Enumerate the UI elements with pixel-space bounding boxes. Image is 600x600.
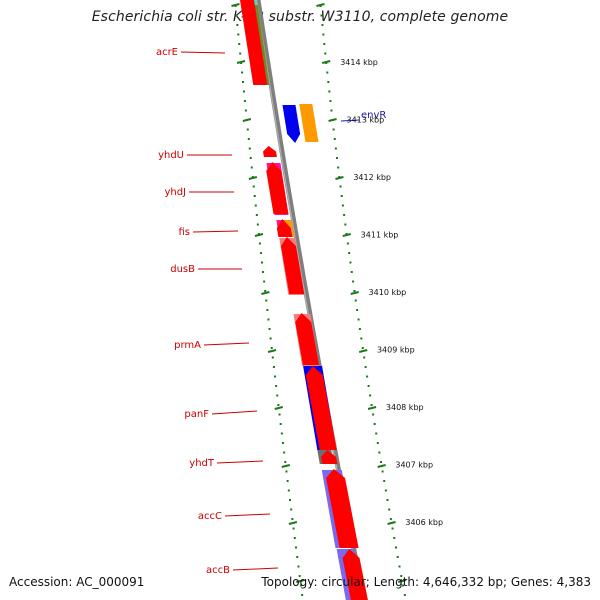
leader-line: [340, 119, 360, 122]
scale-label: 3413 kbp: [346, 116, 384, 125]
gene-label-prmA: prmA: [174, 340, 201, 351]
leader-line: [216, 460, 264, 464]
leader-line: [203, 342, 250, 346]
inner-major-tick: [274, 406, 283, 410]
gene-block: [326, 469, 359, 548]
outer-major-tick: [358, 349, 368, 353]
leader-line: [224, 513, 271, 517]
gene-label-fis: fis: [178, 227, 190, 238]
gene-block: [276, 219, 293, 237]
gene-block: [240, 0, 255, 5]
gene-label-dusB: dusB: [170, 264, 195, 275]
inner-major-tick: [231, 3, 240, 7]
scale-label: 3406 kbp: [405, 518, 443, 527]
gene-block: [263, 146, 277, 157]
scale-label: 3410 kbp: [369, 288, 407, 297]
outer-major-tick: [397, 579, 407, 583]
gene-label-yhdT: yhdT: [189, 458, 215, 469]
inner-major-tick: [267, 349, 277, 353]
outer-major-tick: [321, 60, 331, 64]
scale-label: 3412 kbp: [353, 173, 391, 182]
gene-label-accB: accB: [206, 565, 230, 576]
inner-major-tick: [242, 118, 252, 122]
scale-label: 3407 kbp: [395, 461, 433, 470]
outer-major-tick: [350, 291, 359, 295]
scale-label: 3408 kbp: [386, 403, 424, 412]
gene-label-accC: accC: [198, 511, 222, 522]
tick-layer: [231, 3, 407, 596]
map-title: Escherichia coli str. K-12 substr. W3110…: [91, 9, 509, 25]
gene-block: [299, 104, 319, 142]
gene-label-acrE: acrE: [156, 47, 178, 58]
gene-label-yhdU: yhdU: [158, 150, 184, 161]
outer-major-tick: [342, 233, 351, 237]
gene-label-envR: envR: [361, 110, 386, 121]
outer-major-tick: [387, 521, 396, 525]
gene-label-panF: panF: [184, 409, 209, 420]
leader-line: [192, 230, 239, 233]
inner-major-tick: [261, 291, 270, 295]
scale-label: 3409 kbp: [377, 346, 415, 355]
gene-label-yhdJ: yhdJ: [164, 187, 186, 198]
gene-block: [240, 5, 268, 85]
gene-block: [295, 313, 319, 365]
gene-block: [321, 450, 338, 464]
gene-block: [266, 162, 289, 214]
gene-block: [305, 366, 337, 450]
inner-major-tick: [236, 60, 246, 64]
label-layer: 3414 kbp 3413 kbp 3412 kbp 3411 kbp 3410 kbp…: [156, 47, 443, 576]
scale-label: 3411 kbp: [361, 231, 399, 240]
inner-major-tick: [281, 464, 291, 468]
inner-major-tick: [248, 176, 258, 180]
gene-block: [280, 237, 305, 294]
leader-line: [180, 51, 226, 54]
accession-text: Accession: AC_000091: [9, 575, 145, 589]
scale-label: 3414 kbp: [340, 58, 378, 67]
outer-major-tick: [335, 176, 344, 180]
inner-major-tick: [254, 233, 264, 237]
gene-block: [282, 105, 301, 143]
outer-major-tick: [377, 464, 386, 468]
outer-major-tick: [328, 118, 337, 122]
leader-line: [211, 410, 258, 415]
gene-block: [342, 549, 368, 600]
leader-line: [232, 567, 279, 571]
feature-layer: [240, 0, 368, 600]
summary-text: Topology: circular; Length: 4,646,332 bp…: [261, 575, 591, 589]
inner-major-tick: [288, 521, 298, 525]
outer-major-tick: [367, 406, 377, 410]
inner-major-tick: [296, 579, 305, 583]
outer-major-tick: [316, 3, 325, 7]
